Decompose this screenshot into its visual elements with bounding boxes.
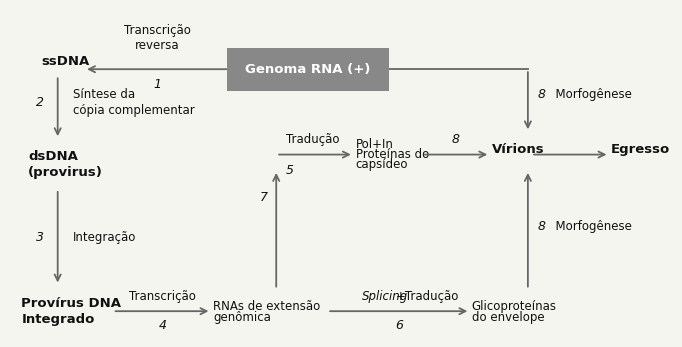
Text: Transcrição: Transcrição [129, 290, 196, 303]
Text: Síntese da
cópia complementar: Síntese da cópia complementar [73, 88, 194, 117]
Text: do envelope: do envelope [471, 311, 544, 324]
Text: 1: 1 [153, 77, 161, 91]
Text: 8: 8 [538, 220, 546, 233]
Text: 6: 6 [395, 319, 403, 332]
Text: Splicing: Splicing [362, 290, 409, 303]
Text: 4: 4 [158, 319, 166, 332]
Text: Proteínas do: Proteínas do [356, 148, 429, 161]
FancyBboxPatch shape [226, 48, 389, 91]
Text: ssDNA: ssDNA [41, 55, 89, 68]
Text: capsídeo: capsídeo [356, 158, 409, 171]
Text: 7: 7 [261, 191, 268, 204]
Text: Glicoproteínas: Glicoproteínas [471, 299, 557, 313]
Text: Morfogênese: Morfogênese [548, 88, 632, 101]
Text: Tradução: Tradução [286, 133, 340, 146]
Text: 8: 8 [538, 88, 546, 101]
Text: Vírions: Vírions [492, 143, 544, 156]
Text: dsDNA
(provirus): dsDNA (provirus) [28, 150, 103, 179]
Text: Provírus DNA
Integrado: Provírus DNA Integrado [21, 297, 121, 326]
Text: 5: 5 [286, 164, 294, 177]
Text: Genoma RNA (+): Genoma RNA (+) [245, 63, 370, 76]
Text: Egresso: Egresso [610, 143, 670, 156]
Text: genômica: genômica [213, 311, 271, 324]
Text: 2: 2 [35, 96, 44, 109]
Text: 3: 3 [35, 231, 44, 244]
Text: Integração: Integração [73, 231, 136, 244]
Text: Transcrição
reversa: Transcrição reversa [123, 24, 190, 52]
Text: Morfogênese: Morfogênese [548, 220, 632, 233]
Text: RNAs de extensão: RNAs de extensão [213, 299, 321, 313]
Text: 8: 8 [451, 133, 460, 146]
Text: +Tradução: +Tradução [396, 290, 459, 303]
Text: Pol+In: Pol+In [356, 138, 394, 151]
